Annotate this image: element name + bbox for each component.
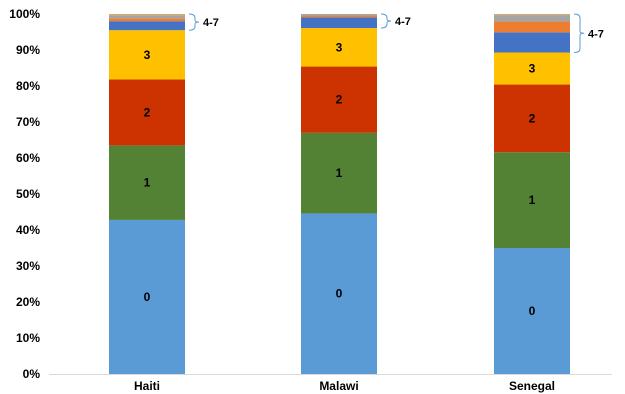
bar-segment-malawi-5	[301, 15, 377, 18]
y-tick-label: 100%	[9, 7, 40, 21]
bracket-malawi	[380, 13, 392, 29]
annotation-label: 4-7	[203, 17, 219, 29]
bar-segment-senegal-4	[494, 32, 570, 53]
segment-label: 2	[144, 105, 151, 119]
y-tick-label: 60%	[16, 151, 40, 165]
bar-segment-haiti-3	[109, 30, 185, 80]
bar-segment-haiti-1	[109, 145, 185, 220]
segment-label: 3	[529, 62, 536, 76]
segment-label: 3	[144, 48, 151, 62]
y-tick-label: 80%	[16, 79, 40, 93]
y-tick-label: 40%	[16, 223, 40, 237]
annotation-label: 4-7	[588, 28, 604, 40]
bar-segment-senegal-6	[494, 15, 570, 22]
bracket-senegal	[573, 13, 585, 54]
x-category-label: Malawi	[319, 379, 358, 393]
bar-segment-senegal-1	[494, 152, 570, 248]
bar-segment-malawi-1	[301, 132, 377, 214]
bar-segment-haiti-0	[109, 219, 185, 374]
bar-segment-malawi-0	[301, 213, 377, 374]
bar-segment-senegal-0	[494, 248, 570, 374]
bar-segment-senegal-3	[494, 52, 570, 85]
segment-label: 1	[144, 176, 151, 190]
segment-label: 3	[336, 40, 343, 54]
y-tick-label: 10%	[16, 331, 40, 345]
segment-label: 2	[336, 93, 343, 107]
y-tick-label: 30%	[16, 259, 40, 273]
bar-segment-senegal-7	[494, 14, 570, 16]
y-tick-label: 0%	[23, 367, 41, 381]
y-tick-label: 90%	[16, 43, 40, 57]
segment-label: 0	[336, 287, 343, 301]
y-tick-label: 70%	[16, 115, 40, 129]
bar-segment-haiti-4	[109, 21, 185, 31]
segment-label: 1	[336, 166, 343, 180]
bar-segment-haiti-6	[109, 15, 185, 19]
segment-label: 1	[529, 193, 536, 207]
x-category-label: Senegal	[509, 379, 555, 393]
bar-segment-senegal-2	[494, 84, 570, 153]
y-tick-label: 20%	[16, 295, 40, 309]
segment-label: 0	[529, 304, 536, 318]
segment-label: 2	[529, 111, 536, 125]
bar-segment-malawi-6	[301, 14, 377, 16]
bar-segment-senegal-5	[494, 21, 570, 33]
annotation-label: 4-7	[395, 16, 411, 28]
x-category-label: Haiti	[134, 379, 160, 393]
bracket-haiti	[188, 13, 200, 31]
bar-segment-haiti-2	[109, 79, 185, 146]
y-tick-label: 50%	[16, 187, 40, 201]
bar-segment-malawi-4	[301, 17, 377, 29]
bar-segment-haiti-7	[109, 14, 185, 16]
bar-segment-malawi-2	[301, 66, 377, 133]
segment-label: 0	[144, 290, 151, 304]
bar-segment-haiti-5	[109, 18, 185, 22]
bar-segment-malawi-3	[301, 28, 377, 67]
